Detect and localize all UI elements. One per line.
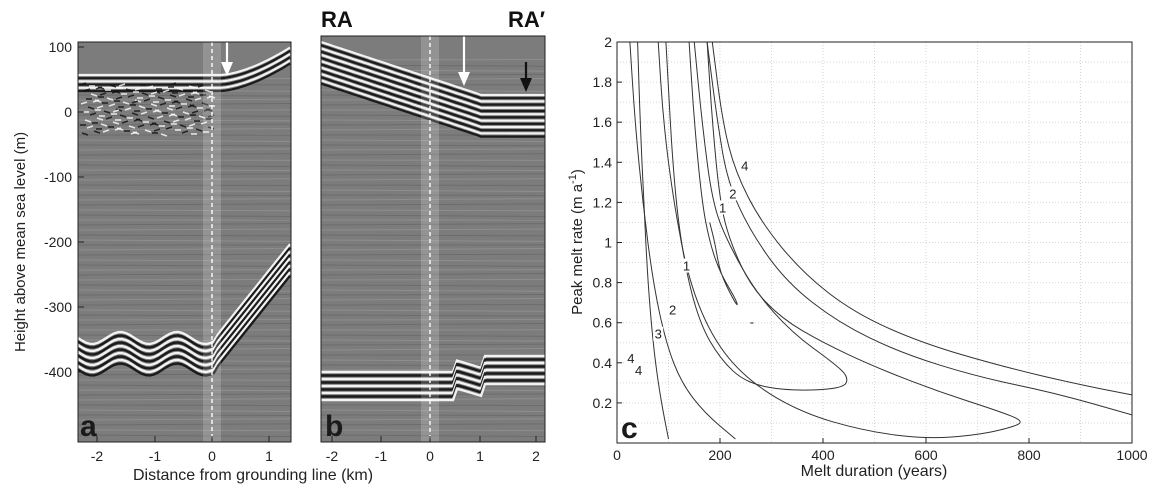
panel-c-axes: 0 200 400 600 800 1000 0.2 0.4 0.6 0.8 1 1.2 1.4 1.6 1…: [593, 34, 1148, 463]
x-tick-label: 800: [1017, 447, 1041, 463]
panel-b-reflectors: [321, 40, 545, 437]
y-tick-label: 0.6: [593, 315, 613, 331]
shared-xlabel: Distance from grounding line (km): [133, 467, 373, 484]
y-tick-label: 1.8: [593, 74, 613, 90]
panel-label-c: c: [621, 412, 638, 445]
x-tick-label: 1: [476, 448, 484, 464]
contour-label: 2: [729, 186, 736, 201]
x-tick-label: 0: [426, 448, 434, 464]
y-tick-label: 100: [49, 39, 73, 55]
x-tick-label: 2: [532, 448, 540, 464]
panel-b-frame: [320, 35, 546, 443]
panel-a-arrow: [221, 40, 233, 76]
contour-label: 1: [683, 259, 690, 274]
panel-a-ylabel: Height above mean sea level (m): [12, 132, 29, 352]
y-tick-label: 1: [604, 235, 612, 251]
x-tick-label: 600: [914, 447, 938, 463]
contour-line-4: [688, 42, 738, 306]
panel-a-radargram: [78, 42, 291, 442]
contour-line-7: [711, 42, 1132, 396]
y-tick-label: 2: [604, 34, 612, 50]
contour-mark: -: [750, 315, 754, 330]
y-tick-label: 0.4: [593, 355, 613, 371]
contour-label: 2: [669, 303, 676, 318]
y-tick-label: -200: [44, 234, 72, 250]
contour-label-bg: [717, 200, 728, 215]
x-tick-label: 200: [708, 447, 732, 463]
contour-line-5: [665, 42, 848, 391]
y-tick-label: 0.2: [593, 395, 613, 411]
contour-label-bg: [667, 302, 678, 317]
x-tick-label: -1: [375, 448, 388, 464]
y-tick-label: 0.8: [593, 275, 613, 291]
x-tick-label: 400: [811, 447, 835, 463]
panel-b-black-arrow: [520, 62, 532, 92]
panel-a-reflectors: [78, 46, 291, 437]
x-axis-label: Melt duration (years): [801, 463, 948, 480]
panel-a: a 100 0 -100 -200 -300 -400 -2 -1 0 1 Height abov…: [12, 39, 292, 464]
contour-label-bg: [681, 258, 692, 273]
y-tick-label: -400: [44, 364, 72, 380]
panel-b: b RA RA′ -2 -1 0 1 2: [320, 7, 546, 464]
y-tick-label: 1.2: [593, 194, 613, 210]
y-tick-label: 1.4: [593, 154, 613, 170]
x-tick-label: 1: [265, 448, 273, 464]
panel-b-label: b: [325, 410, 343, 443]
x-tick-label: 0: [208, 448, 216, 464]
y-tick-label: -100: [44, 169, 72, 185]
contour-label-bg: [633, 362, 644, 377]
x-tick-label: -1: [149, 448, 162, 464]
contour-line-6: [706, 42, 1132, 416]
y-tick-label: 0: [64, 104, 72, 120]
contour-label: 1: [719, 200, 726, 215]
panel-b-white-arrow: [458, 36, 470, 86]
contour-label: 4: [635, 363, 642, 378]
contour-label-bg: [739, 158, 750, 173]
x-tick-label: -2: [91, 448, 104, 464]
contour-label: 4: [627, 351, 634, 366]
panel-b-marker-ra-prime: RA′: [508, 7, 545, 32]
contour-label: 3: [655, 327, 662, 342]
panel-a-axes: 100 0 -100 -200 -300 -400 -2 -1 0 1: [44, 39, 273, 464]
panel-b-axes: -2 -1 0 1 2: [326, 436, 540, 464]
contour-label: 4: [741, 158, 748, 173]
panel-b-marker-ra: RA: [321, 7, 353, 32]
contour-line-1: [637, 42, 669, 440]
contour-label-bg: [653, 326, 664, 341]
contour-line-2: [629, 42, 736, 440]
contour-label-bg: [727, 186, 738, 201]
y-axis-label: Peak melt rate (m a-1): [567, 169, 586, 315]
panel-a-label: a: [80, 410, 97, 443]
y-tick-label: 1.6: [593, 114, 613, 130]
contour-label-bg: [625, 350, 636, 365]
x-tick-label: -2: [326, 448, 339, 464]
gridlines: [617, 42, 1132, 443]
y-tick-label: -300: [44, 299, 72, 315]
x-tick-label: 1000: [1116, 447, 1147, 463]
x-tick-label: 0: [613, 447, 621, 463]
